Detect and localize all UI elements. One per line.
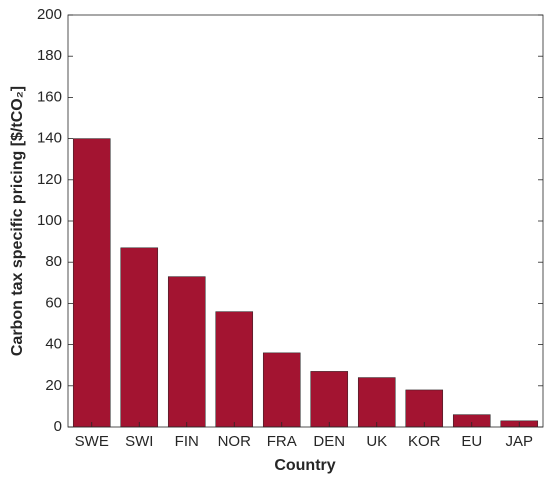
bar xyxy=(357,377,396,428)
y-tick-label: 160 xyxy=(37,88,62,105)
y-tick-label: 0 xyxy=(54,418,62,435)
y-tick-label: 80 xyxy=(45,253,62,270)
x-tick-label: FIN xyxy=(175,433,199,450)
bar xyxy=(310,371,349,428)
axes-box xyxy=(67,14,544,428)
bar xyxy=(120,247,159,428)
y-tick-label: 100 xyxy=(37,212,62,229)
y-tick-label: 40 xyxy=(45,336,62,353)
y-tick-label: 120 xyxy=(37,171,62,188)
y-tick-label: 60 xyxy=(45,294,62,311)
bar xyxy=(72,138,111,428)
bar xyxy=(262,352,301,428)
y-tick-label: 200 xyxy=(37,6,62,23)
x-tick-label: SWE xyxy=(75,433,109,450)
x-tick-label: KOR xyxy=(408,433,441,450)
y-axis-title: Carbon tax specific pricing [$/tCO₂] xyxy=(9,86,26,356)
bar xyxy=(167,276,206,428)
x-tick-label: JAP xyxy=(505,433,533,450)
y-tick-label: 180 xyxy=(37,47,62,64)
bar xyxy=(215,311,254,428)
x-axis-title: Country xyxy=(274,457,335,474)
bar xyxy=(405,389,444,428)
y-tick-label: 20 xyxy=(45,377,62,394)
x-tick-label: NOR xyxy=(218,433,252,450)
x-tick-label: FRA xyxy=(267,433,297,450)
x-tick-label: EU xyxy=(461,433,482,450)
x-tick-label: SWI xyxy=(125,433,153,450)
y-tick-label: 140 xyxy=(37,130,62,147)
x-tick-label: DEN xyxy=(313,433,345,450)
x-tick-label: UK xyxy=(366,433,387,450)
